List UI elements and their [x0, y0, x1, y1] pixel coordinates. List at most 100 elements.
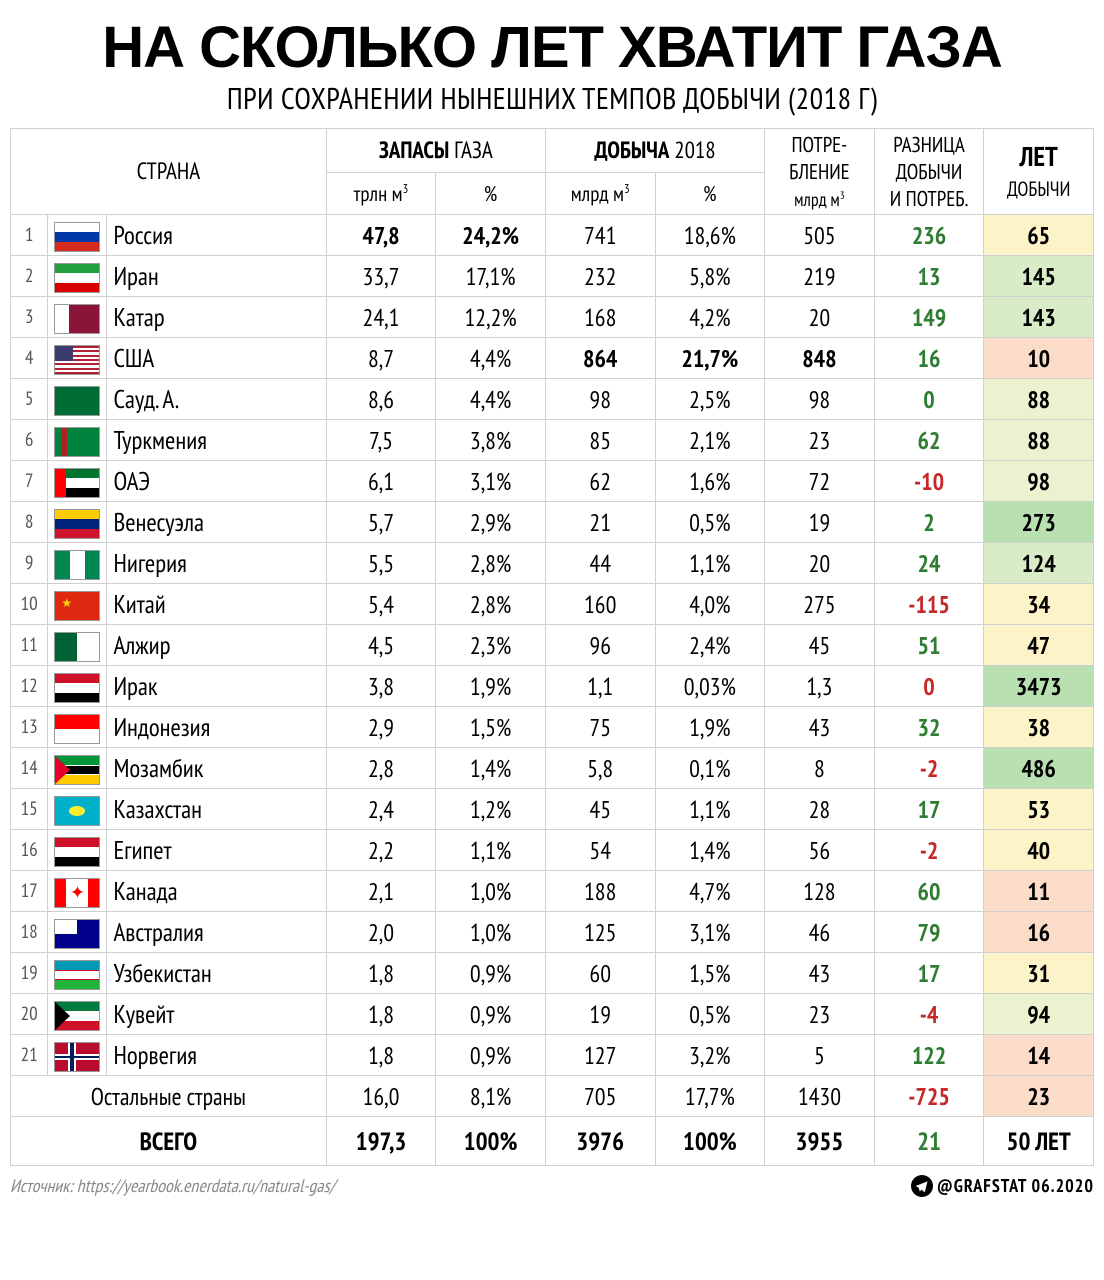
cell-flag	[48, 420, 107, 461]
cell-years: 50 ЛЕТ	[984, 1117, 1094, 1166]
cell-reserves-p: 3,1%	[436, 461, 546, 502]
cell-country: Казахстан	[107, 789, 326, 830]
cell-flag	[48, 256, 107, 297]
table-row: 14Мозамбик2,81,4%5,80,1%8-2486	[11, 748, 1094, 789]
cell-flag: ✦	[48, 871, 107, 912]
cell-rank: 6	[11, 420, 48, 461]
cell-consumption: 8	[765, 748, 875, 789]
hdr-reserves-pct: %	[436, 172, 546, 214]
flag-icon	[55, 715, 99, 743]
cell-consumption: 5	[765, 1035, 875, 1076]
cell-flag	[48, 379, 107, 420]
cell-country: Мозамбик	[107, 748, 326, 789]
cell-country: Ирак	[107, 666, 326, 707]
cell-diff: 0	[874, 666, 984, 707]
cell-years: 124	[984, 543, 1094, 584]
cell-prod-v: 864	[545, 338, 655, 379]
flag-icon	[55, 387, 99, 415]
cell-prod-v: 96	[545, 625, 655, 666]
cell-prod-p: 1,1%	[655, 543, 765, 584]
cell-diff: -4	[874, 994, 984, 1035]
cell-flag	[48, 215, 107, 256]
cell-reserves-v: 1,8	[326, 953, 436, 994]
cell-country: Нигерия	[107, 543, 326, 584]
cell-prod-v: 741	[545, 215, 655, 256]
cell-diff: 236	[874, 215, 984, 256]
cell-years: 31	[984, 953, 1094, 994]
cell-consumption: 505	[765, 215, 875, 256]
cell-years: 34	[984, 584, 1094, 625]
cell-prod-v: 60	[545, 953, 655, 994]
title-main: НА СКОЛЬКО ЛЕТ ХВАТИТ ГАЗА	[10, 14, 1094, 81]
cell-prod-p: 4,0%	[655, 584, 765, 625]
cell-prod-p: 1,5%	[655, 953, 765, 994]
table-row: 10★Китай5,42,8%1604,0%275-11534	[11, 584, 1094, 625]
cell-rank: 12	[11, 666, 48, 707]
cell-prod-v: 85	[545, 420, 655, 461]
telegram-icon	[911, 1175, 933, 1197]
cell-diff: 122	[874, 1035, 984, 1076]
flag-icon	[55, 838, 99, 866]
flag-icon	[55, 346, 99, 374]
table-row: 9Нигерия5,52,8%441,1%2024124	[11, 543, 1094, 584]
cell-prod-v: 125	[545, 912, 655, 953]
cell-prod-v: 54	[545, 830, 655, 871]
cell-country: Канада	[107, 871, 326, 912]
cell-country: США	[107, 338, 326, 379]
cell-diff: 0	[874, 379, 984, 420]
cell-reserves-p: 1,4%	[436, 748, 546, 789]
footer: Источник: https://yearbook.enerdata.ru/n…	[10, 1174, 1094, 1197]
cell-reserves-v: 5,4	[326, 584, 436, 625]
cell-flag	[48, 502, 107, 543]
cell-rank: 8	[11, 502, 48, 543]
cell-reserves-p: 2,8%	[436, 543, 546, 584]
cell-rank: 17	[11, 871, 48, 912]
cell-reserves-p: 4,4%	[436, 379, 546, 420]
cell-prod-v: 5,8	[545, 748, 655, 789]
table-row: 8Венесуэла5,72,9%210,5%192273	[11, 502, 1094, 543]
footer-source: Источник: https://yearbook.enerdata.ru/n…	[10, 1174, 335, 1197]
cell-rank: 5	[11, 379, 48, 420]
table-row: 1Россия47,824,2%74118,6%50523665	[11, 215, 1094, 256]
cell-flag	[48, 461, 107, 502]
cell-years: 47	[984, 625, 1094, 666]
table-row: 17✦Канада2,11,0%1884,7%1286011	[11, 871, 1094, 912]
cell-rank: 20	[11, 994, 48, 1035]
table-row: 6Туркмения7,53,8%852,1%236288	[11, 420, 1094, 461]
flag-icon	[55, 797, 99, 825]
cell-rank: 18	[11, 912, 48, 953]
cell-flag	[48, 789, 107, 830]
cell-reserves-p: 0,9%	[436, 1035, 546, 1076]
cell-rank: 2	[11, 256, 48, 297]
table-row: 7ОАЭ6,13,1%621,6%72-1098	[11, 461, 1094, 502]
cell-rank: 16	[11, 830, 48, 871]
cell-reserves-v: 5,5	[326, 543, 436, 584]
cell-flag	[48, 625, 107, 666]
cell-reserves-v: 2,1	[326, 871, 436, 912]
cell-reserves-p: 8,1%	[436, 1076, 546, 1117]
cell-prod-p: 5,8%	[655, 256, 765, 297]
hdr-reserves: ЗАПАСЫ ГАЗА	[326, 129, 545, 173]
cell-years: 98	[984, 461, 1094, 502]
cell-reserves-v: 8,7	[326, 338, 436, 379]
hdr-diff: РАЗНИЦАДОБЫЧИИ ПОТРЕБ.	[874, 129, 984, 215]
cell-prod-v: 188	[545, 871, 655, 912]
cell-years: 40	[984, 830, 1094, 871]
cell-consumption: 1,3	[765, 666, 875, 707]
cell-prod-p: 0,5%	[655, 502, 765, 543]
hdr-prod-unit: млрд м3	[545, 172, 655, 214]
cell-reserves-v: 8,6	[326, 379, 436, 420]
table-header: СТРАНА ЗАПАСЫ ГАЗА ДОБЫЧА 2018 ПОТРЕ-БЛЕ…	[11, 129, 1094, 215]
cell-diff: -10	[874, 461, 984, 502]
cell-consumption: 219	[765, 256, 875, 297]
cell-diff: -2	[874, 830, 984, 871]
table-row: 12Ирак3,81,9%1,10,03%1,303473	[11, 666, 1094, 707]
cell-diff: 17	[874, 789, 984, 830]
cell-prod-p: 2,5%	[655, 379, 765, 420]
cell-country: Австралия	[107, 912, 326, 953]
cell-diff: 62	[874, 420, 984, 461]
cell-flag	[48, 953, 107, 994]
cell-years: 88	[984, 379, 1094, 420]
cell-years: 11	[984, 871, 1094, 912]
cell-diff: -115	[874, 584, 984, 625]
